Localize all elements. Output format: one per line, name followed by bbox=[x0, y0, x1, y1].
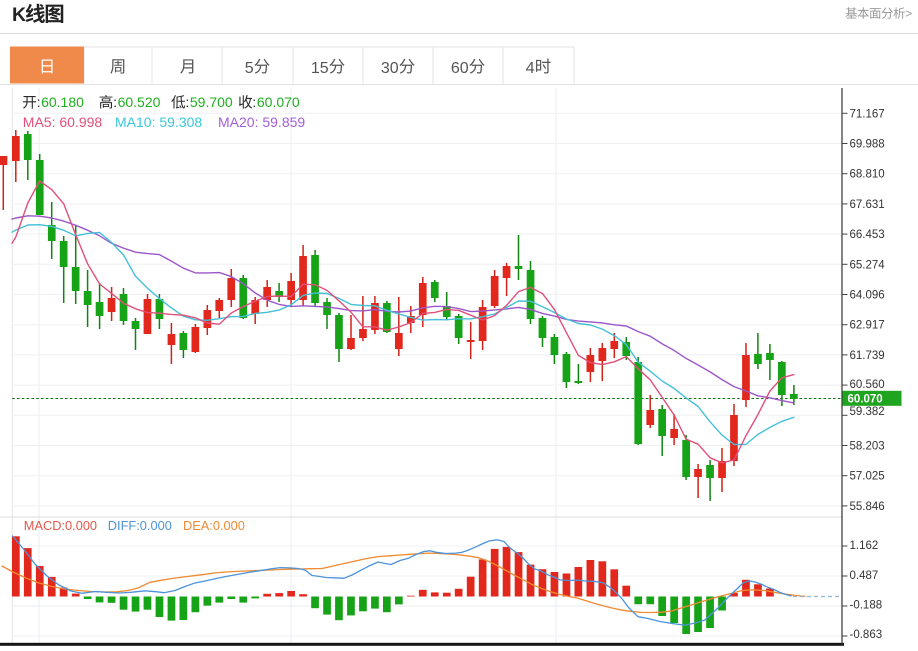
svg-text:60: 60 bbox=[451, 60, 469, 77]
svg-text:69.988: 69.988 bbox=[850, 139, 885, 151]
svg-text::: : bbox=[252, 94, 256, 110]
svg-text::: : bbox=[37, 94, 41, 110]
svg-text:68.810: 68.810 bbox=[850, 169, 885, 181]
svg-text::: : bbox=[185, 94, 189, 110]
svg-text:57.025: 57.025 bbox=[850, 471, 885, 483]
svg-text:MA20: 59.859: MA20: 59.859 bbox=[218, 114, 305, 130]
svg-text:MA10: 59.308: MA10: 59.308 bbox=[115, 114, 202, 130]
svg-text:5: 5 bbox=[245, 60, 254, 77]
svg-text:DEA:0.000: DEA:0.000 bbox=[183, 518, 245, 533]
svg-text:0.487: 0.487 bbox=[850, 570, 879, 582]
svg-text:67.631: 67.631 bbox=[850, 199, 885, 211]
svg-text:59.700: 59.700 bbox=[190, 94, 233, 110]
svg-text:4: 4 bbox=[526, 60, 535, 77]
svg-text:55.846: 55.846 bbox=[850, 501, 885, 513]
svg-text:60.560: 60.560 bbox=[850, 379, 885, 391]
svg-text:MA5: 60.998: MA5: 60.998 bbox=[23, 114, 103, 130]
svg-text:60.070: 60.070 bbox=[257, 94, 300, 110]
svg-text:-0.188: -0.188 bbox=[850, 600, 883, 612]
svg-text:59.382: 59.382 bbox=[850, 406, 885, 418]
svg-text:61.739: 61.739 bbox=[850, 350, 885, 362]
svg-text:71.167: 71.167 bbox=[850, 108, 885, 120]
svg-text:DIFF:0.000: DIFF:0.000 bbox=[108, 518, 172, 533]
svg-text:>: > bbox=[905, 7, 912, 21]
svg-text:66.453: 66.453 bbox=[850, 229, 885, 241]
svg-text:58.203: 58.203 bbox=[850, 441, 885, 453]
svg-text:15: 15 bbox=[311, 60, 329, 77]
svg-text:60.520: 60.520 bbox=[118, 94, 161, 110]
svg-text:K: K bbox=[12, 4, 26, 26]
svg-text:62.917: 62.917 bbox=[850, 320, 885, 332]
svg-text:60.180: 60.180 bbox=[41, 94, 84, 110]
svg-text:64.096: 64.096 bbox=[850, 290, 885, 302]
svg-text:-0.863: -0.863 bbox=[850, 629, 883, 641]
svg-text::: : bbox=[113, 94, 117, 110]
svg-text:30: 30 bbox=[381, 60, 399, 77]
svg-text:MACD:0.000: MACD:0.000 bbox=[24, 518, 97, 533]
svg-text:65.274: 65.274 bbox=[850, 259, 886, 271]
svg-text:1.162: 1.162 bbox=[850, 540, 879, 552]
svg-text:60.070: 60.070 bbox=[848, 393, 883, 405]
